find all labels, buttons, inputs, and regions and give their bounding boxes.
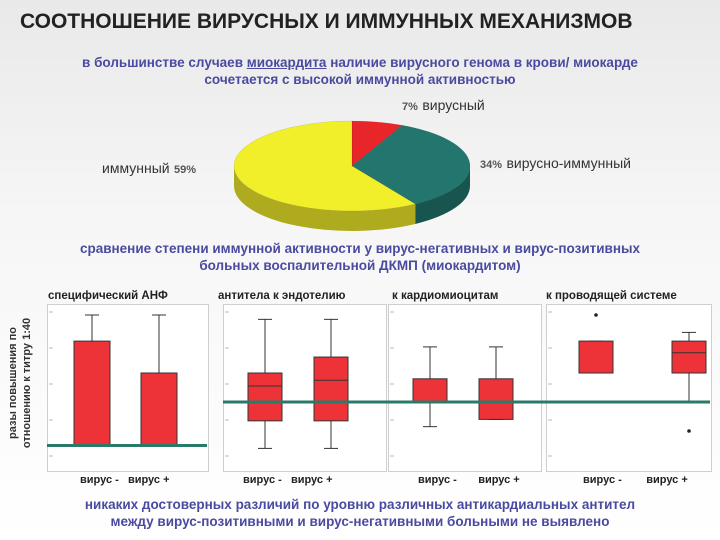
pie-pct-viral-immune: 34% [480, 159, 503, 171]
xlabel-conduction-pos: вирус + [646, 474, 688, 486]
xlabel-anf-pos: вирус + [127, 474, 170, 486]
panel-title-endothelium: антитела к эндотелию [218, 290, 346, 302]
y-axis-label: разы повышения по отношению к титру 1:40 [6, 298, 38, 468]
pie-slice-viral-immune [351, 125, 471, 205]
pie-name-viral: вирусный [422, 97, 485, 113]
panel-title-conduction: к проводящей системе [546, 290, 677, 302]
y-axis-label-line1: разы повышения по [7, 327, 19, 439]
pie-slice-immune [233, 120, 416, 212]
subtitle-top-line2: сочетается с высокой иммунной активность… [204, 72, 516, 87]
pie-name-immune: иммунный [102, 160, 170, 176]
pie-label-immune: иммунный 59% [102, 160, 196, 178]
panel-2-box-0-iqr [412, 378, 448, 403]
xlabels-conduction: вирус - вирус + [583, 474, 688, 486]
y-axis-label-line2: отношению к титру 1:40 [21, 317, 33, 449]
pie-label-viral: 7% вирусный [402, 97, 485, 115]
subtitle-middle-line2: больных воспалительной ДКМП (миокардитом… [199, 258, 521, 273]
conclusion-line2: между вирус-позитивными и вирус-негативн… [110, 514, 610, 529]
subtitle-top: в большинстве случаев миокардита наличие… [20, 54, 700, 88]
slide-title: СООТНОШЕНИЕ ВИРУСНЫХ И ИММУННЫХ МЕХАНИЗМ… [20, 10, 633, 33]
panel-0-box-0-iqr [73, 340, 111, 447]
xlabel-anf-neg: вирус - [80, 474, 119, 486]
pie-label-viral-immune: 34% вирусно-иммунный [480, 155, 631, 173]
xlabel-cardiomyocytes-neg: вирус - [418, 474, 457, 486]
pie-pct-immune: 59% [174, 164, 197, 176]
xlabels-endothelium: вирус - вирус + [243, 474, 333, 486]
pie-name-viral-immune: вирусно-иммунный [506, 155, 631, 171]
panel-title-cardiomyocytes: к кардиомиоцитам [392, 290, 499, 302]
subtitle-top-part1: в большинстве случаев [82, 55, 247, 70]
panel-title-anf: специфический АНФ [48, 290, 168, 302]
pie-side-viral-immune-0 [415, 166, 470, 224]
subtitle-middle-line1: сравнение степени иммунной активности у … [79, 241, 641, 256]
xlabels-cardiomyocytes: вирус - вирус + [418, 474, 520, 486]
panel-3-box-0-iqr [578, 340, 614, 374]
xlabels-anf: вирус - вирус + [80, 474, 170, 486]
xlabel-cardiomyocytes-pos: вирус + [478, 474, 520, 486]
xlabel-conduction-neg: вирус - [583, 474, 622, 486]
xlabel-endothelium-neg: вирус - [243, 474, 282, 486]
conclusion-text: никаких достоверных различий по уровню р… [20, 496, 700, 530]
panel-3-box-0-outlier-0 [594, 313, 598, 317]
panel-1-box-0-iqr [247, 372, 283, 422]
subtitle-top-underlined: миокардита [246, 55, 327, 70]
panel-2-box-1-iqr [478, 378, 514, 420]
panel-1-box-1-iqr [313, 356, 349, 422]
pie-side-immune-0 [234, 166, 416, 231]
pie-slice-viral [351, 120, 403, 167]
conclusion-line1: никаких достоверных различий по уровню р… [84, 497, 636, 512]
panel-3-box-1-outlier-0 [687, 429, 691, 433]
panel-0-box-1-iqr [140, 372, 178, 446]
xlabel-endothelium-pos: вирус + [290, 474, 333, 486]
subtitle-top-part2: наличие вирусного генома в крови/ миокар… [326, 55, 638, 70]
panel-3-box-1-iqr [671, 340, 707, 374]
subtitle-middle: сравнение степени иммунной активности у … [20, 240, 700, 274]
pie-pct-viral: 7% [402, 101, 418, 113]
